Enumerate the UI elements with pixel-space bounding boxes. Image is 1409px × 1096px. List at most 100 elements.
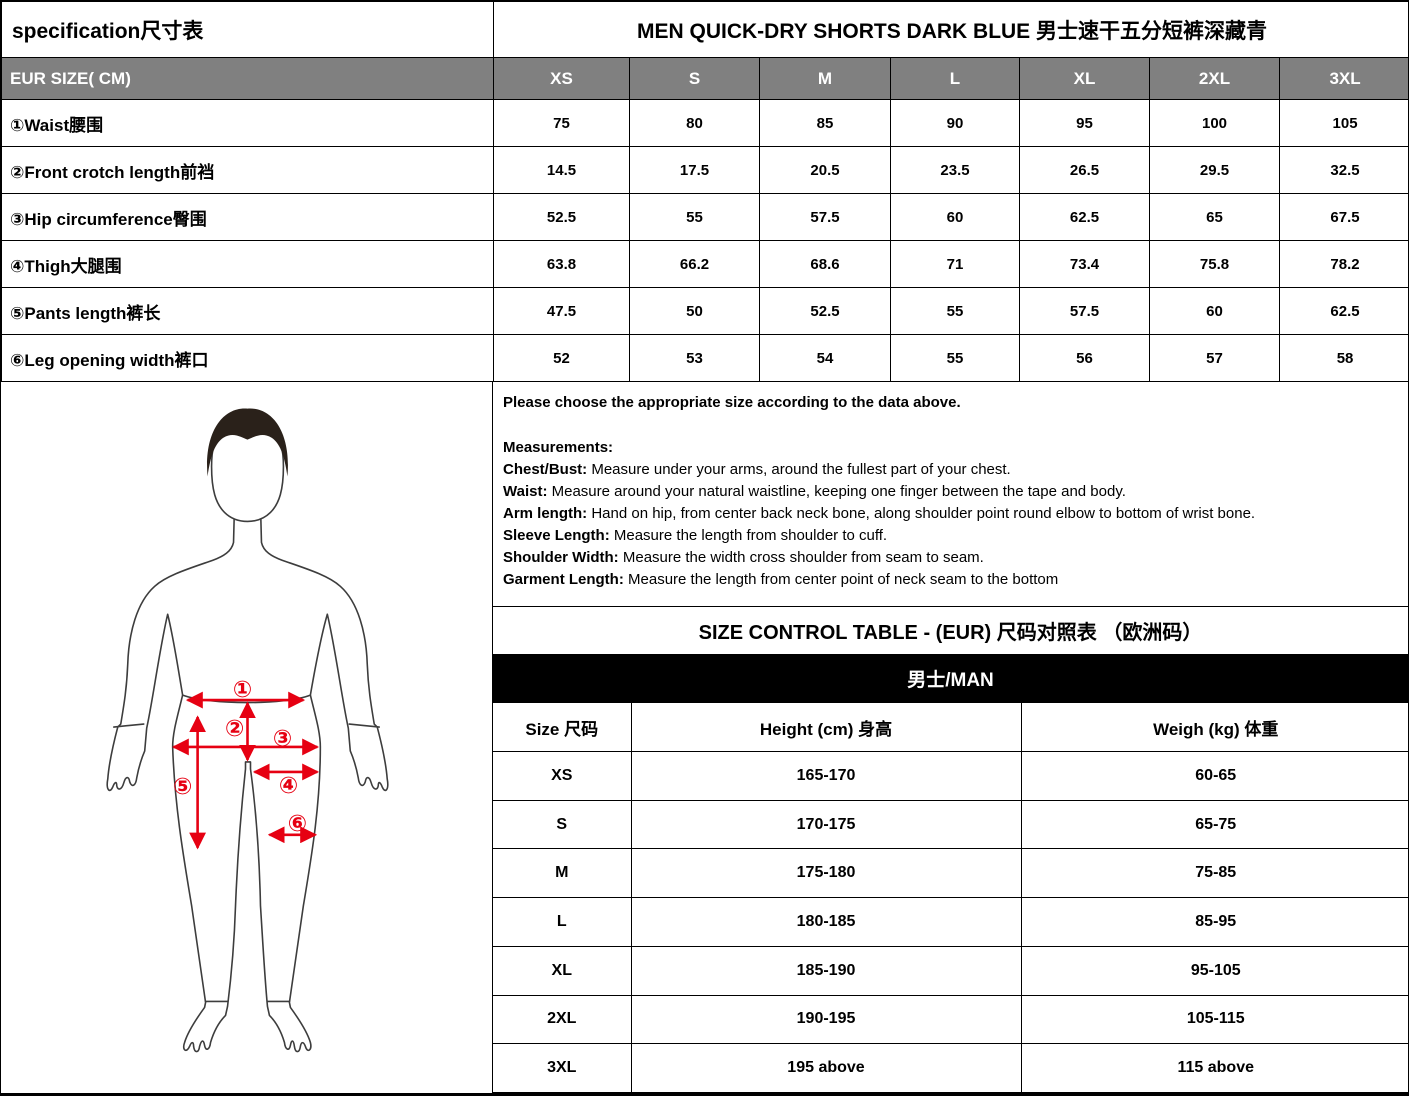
cell: 47.5: [493, 287, 630, 335]
size-control-table-title: SIZE CONTROL TABLE - (EUR) 尺码对照表 （欧洲码）: [698, 622, 1203, 644]
cell: 170-175: [630, 799, 1022, 850]
size-col-3xl: 3XL: [1278, 57, 1408, 100]
table-row-m: M 175-180 75-85: [493, 848, 1408, 899]
cell: 75-85: [1020, 848, 1408, 899]
cell: 29.5: [1149, 146, 1280, 194]
cell: 105-115: [1020, 994, 1408, 1045]
table-row-l: L 180-185 85-95: [493, 897, 1408, 947]
measurements-heading: Measurements:: [503, 439, 614, 456]
row-label: ③Hip circumference臀围: [1, 193, 494, 241]
cell: 68.6: [759, 240, 891, 288]
cell: 58: [1278, 334, 1408, 382]
table-row-pants-length: ⑤Pants length裤长 47.5 50 52.5 55 57.5 60 …: [1, 287, 1408, 335]
measure-arrows: [171, 691, 320, 850]
size-control-header-row: Size 尺码 Height (cm) 身高 Weigh (kg) 体重: [493, 702, 1408, 752]
cell: 95: [1019, 99, 1150, 147]
cell: 65-75: [1020, 799, 1408, 850]
col-weight: Weigh (kg) 体重: [1020, 702, 1408, 752]
marker-3: ③: [273, 725, 292, 751]
cell: M: [493, 848, 632, 899]
cell: 85-95: [1020, 897, 1408, 947]
measure-marker-labels: ① ② ③ ④ ⑤ ⑥: [173, 676, 307, 836]
cell: 56: [1019, 334, 1150, 382]
cell: 67.5: [1278, 193, 1408, 241]
note-line-garment: Garment Length: Measure the length from …: [503, 571, 1059, 588]
table-row-waist: ①Waist腰围 75 80 85 90 95 100 105: [1, 99, 1408, 147]
size-col-s: S: [629, 57, 760, 100]
col-size: Size 尺码: [493, 702, 632, 752]
cell: L: [493, 897, 632, 947]
cell: 165-170: [630, 751, 1022, 801]
row-label: ②Front crotch length前裆: [1, 146, 494, 194]
cell: 55: [629, 193, 760, 241]
cell: 75: [493, 99, 630, 147]
cell: 54: [759, 334, 891, 382]
cell: 190-195: [630, 994, 1022, 1045]
row-label: ④Thigh大腿围: [1, 240, 494, 288]
cell: 180-185: [630, 897, 1022, 947]
size-header-row: EUR SIZE( CM) XS S M L XL 2XL 3XL: [1, 57, 1408, 100]
gender-band: 男士/MAN: [493, 654, 1408, 702]
note-line-arm: Arm length: Hand on hip, from center bac…: [503, 505, 1256, 522]
note-line-shoulder: Shoulder Width: Measure the width cross …: [503, 549, 984, 566]
right-panel: Please choose the appropriate size accor…: [493, 382, 1408, 1093]
body-measurement-diagram: ① ② ③ ④ ⑤ ⑥: [1, 382, 493, 1093]
product-title: MEN QUICK-DRY SHORTS DARK BLUE 男士速干五分短裤深…: [492, 1, 1408, 58]
cell: 73.4: [1019, 240, 1150, 288]
cell: XS: [493, 751, 632, 801]
marker-6: ⑥: [288, 810, 307, 836]
cell: 3XL: [493, 1043, 632, 1093]
marker-1: ①: [233, 676, 252, 702]
cell: 50: [629, 287, 760, 335]
cell: 75.8: [1149, 240, 1280, 288]
hair-shape: [207, 408, 288, 477]
note-line-waist: Waist: Measure around your natural waist…: [503, 483, 1126, 500]
row-label: ⑥Leg opening width裤口: [1, 334, 494, 382]
measurement-notes: Please choose the appropriate size accor…: [493, 382, 1408, 607]
cell: XL: [493, 945, 632, 996]
cell: 57.5: [1019, 287, 1150, 335]
cell: 14.5: [493, 146, 630, 194]
table-row-hip: ③Hip circumference臀围 52.5 55 57.5 60 62.…: [1, 193, 1408, 241]
cell: S: [493, 799, 632, 850]
cell: 57: [1149, 334, 1280, 382]
col-height: Height (cm) 身高: [630, 702, 1022, 752]
table-row-front-crotch: ②Front crotch length前裆 14.5 17.5 20.5 23…: [1, 146, 1408, 194]
cell: 105: [1278, 99, 1408, 147]
cell: 115 above: [1020, 1043, 1408, 1093]
cell: 32.5: [1278, 146, 1408, 194]
cell: 95-105: [1020, 945, 1408, 996]
table-row-s: S 170-175 65-75: [493, 799, 1408, 850]
table-row-xl: XL 185-190 95-105: [493, 945, 1408, 996]
cell: 60-65: [1020, 751, 1408, 801]
table-row-2xl: 2XL 190-195 105-115: [493, 994, 1408, 1045]
cell: 71: [890, 240, 1020, 288]
size-col-m: M: [759, 57, 891, 100]
cell: 85: [759, 99, 891, 147]
table-row-3xl: 3XL 195 above 115 above: [493, 1043, 1408, 1093]
cell: 52.5: [493, 193, 630, 241]
cell: 65: [1149, 193, 1280, 241]
size-unit-label: EUR SIZE( CM): [1, 57, 494, 100]
cell: 195 above: [630, 1043, 1022, 1093]
spec-sheet-title: specification尺寸表: [1, 1, 494, 58]
size-col-2xl: 2XL: [1149, 57, 1280, 100]
cell: 23.5: [890, 146, 1020, 194]
size-control-table: Size 尺码 Height (cm) 身高 Weigh (kg) 体重 XS …: [493, 702, 1408, 1093]
cell: 60: [1149, 287, 1280, 335]
note-line-chest: Chest/Bust: Measure under your arms, aro…: [503, 461, 1011, 478]
cell: 66.2: [629, 240, 760, 288]
cell: 17.5: [629, 146, 760, 194]
cell: 90: [890, 99, 1020, 147]
cell: 62.5: [1019, 193, 1150, 241]
table-row-xs: XS 165-170 60-65: [493, 751, 1408, 801]
bottom-area: ① ② ③ ④ ⑤ ⑥ Please choose the appropriat…: [1, 382, 1408, 1093]
cell: 2XL: [493, 994, 632, 1045]
cell: 175-180: [630, 848, 1022, 899]
marker-2: ②: [225, 715, 244, 741]
table-row-thigh: ④Thigh大腿围 63.8 66.2 68.6 71 73.4 75.8 78…: [1, 240, 1408, 288]
cell: 53: [629, 334, 760, 382]
choose-size-note: Please choose the appropriate size accor…: [503, 394, 961, 411]
marker-4: ④: [279, 772, 298, 798]
